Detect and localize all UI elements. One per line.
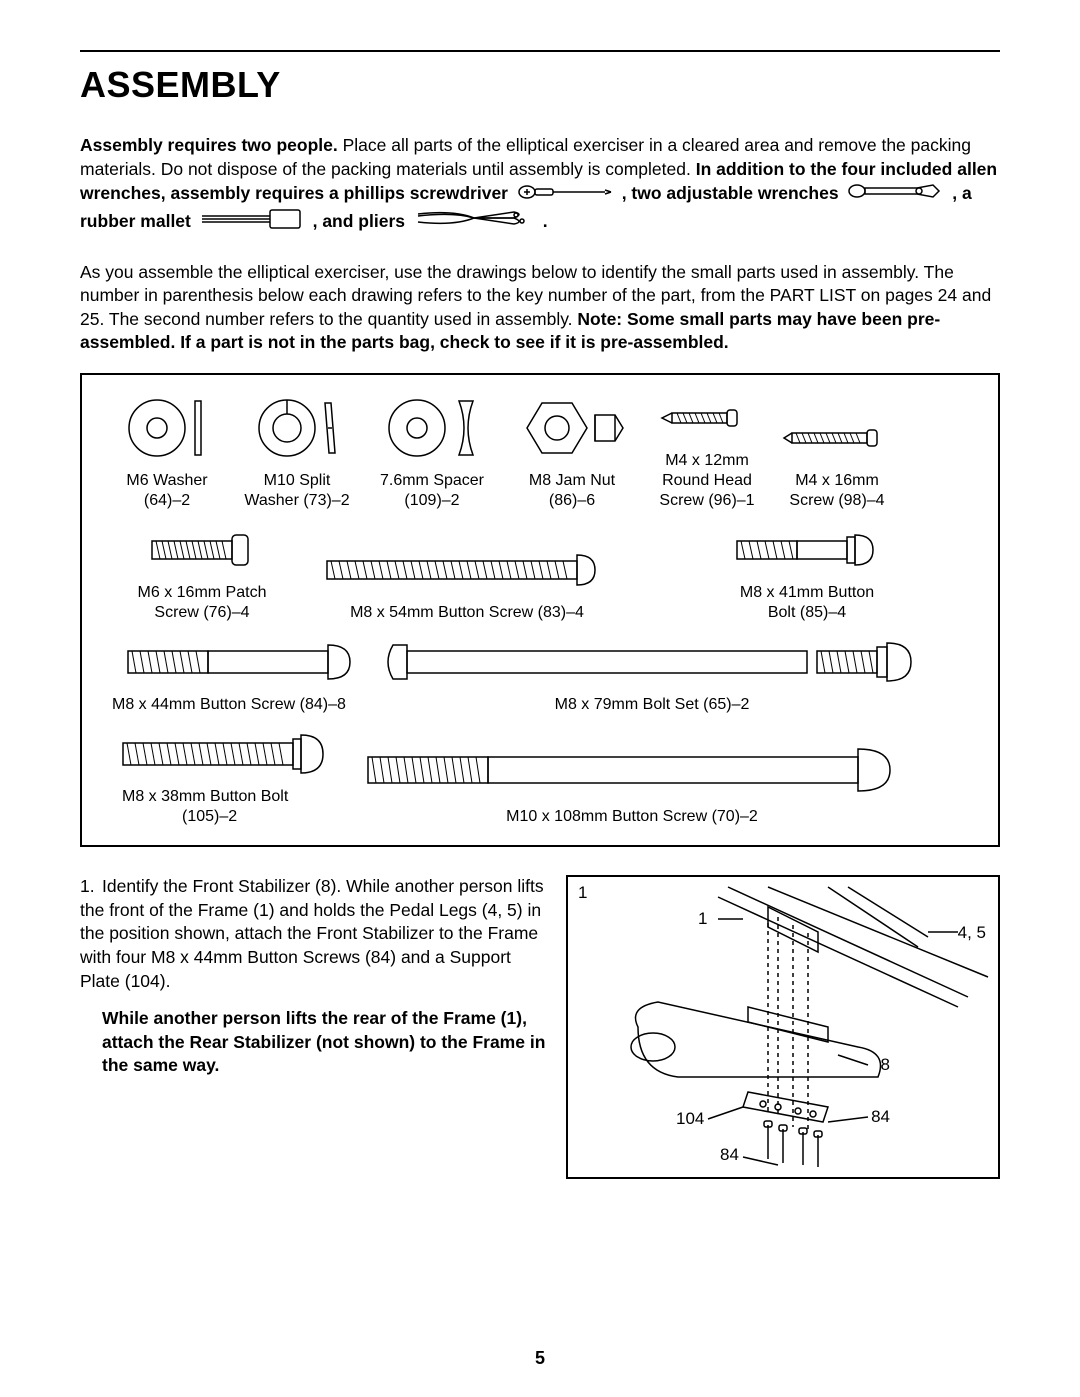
parts-row-2: M6 x 16mm Patch Screw (76)–4 M8 x 54mm B… <box>102 525 978 623</box>
part-label: M4 x 12mm <box>642 451 772 471</box>
step-number: 1. <box>80 875 102 899</box>
part-label: (86)–6 <box>502 491 642 511</box>
parts-row-4: M8 x 38mm Button Bolt (105)–2 M10 x 108m… <box>102 729 978 827</box>
fig-corner-number: 1 <box>578 883 587 903</box>
part-m10-split-washer: M10 Split Washer (73)–2 <box>232 393 362 511</box>
part-label: M8 x 54mm Button Screw (83)–4 <box>302 603 632 623</box>
screwdriver-icon <box>517 183 613 207</box>
part-label: 7.6mm Spacer <box>362 471 502 491</box>
intro-lead-bold: Assembly requires two people. <box>80 135 338 155</box>
part-jam-nut: M8 Jam Nut (86)–6 <box>502 393 642 511</box>
button-bolt-38-icon <box>117 729 337 779</box>
part-m8x44: M8 x 44mm Button Screw (84)–8 <box>102 637 382 715</box>
fig-label-plate: 104 <box>676 1109 704 1129</box>
part-m10x108: M10 x 108mm Button Screw (70)–2 <box>352 743 912 827</box>
part-label: M8 Jam Nut <box>502 471 642 491</box>
note-paragraph: As you assemble the elliptical exerciser… <box>80 261 1000 356</box>
fig-label-screw-l: 84 <box>720 1145 739 1165</box>
intro-tools-5: . <box>538 211 548 231</box>
part-spacer: 7.6mm Spacer (109)–2 <box>362 393 502 511</box>
intro-paragraph: Assembly requires two people. Place all … <box>80 134 1000 237</box>
part-m4x16: M4 x 16mm Screw (98)–4 <box>772 413 902 511</box>
step-1: 1.Identify the Front Stabilizer (8). Whi… <box>80 875 1000 1179</box>
part-m6-washer: M6 Washer (64)–2 <box>102 393 232 511</box>
button-bolt-41-icon <box>727 525 887 575</box>
spacer-icon <box>377 393 487 463</box>
part-label: M6 x 16mm Patch <box>102 583 302 603</box>
screw-short-icon <box>657 393 757 443</box>
screw-short2-icon <box>782 413 892 463</box>
part-label: (64)–2 <box>102 491 232 511</box>
page: ASSEMBLY Assembly requires two people. P… <box>0 0 1080 1397</box>
part-m8x38: M8 x 38mm Button Bolt (105)–2 <box>102 729 352 827</box>
button-screw-44-icon <box>122 637 362 687</box>
step-1-figure: 1 <box>566 875 1000 1179</box>
part-label: Bolt (85)–4 <box>682 603 932 623</box>
part-m8x54: M8 x 54mm Button Screw (83)–4 <box>302 545 632 623</box>
wrench-icon <box>847 181 943 208</box>
part-m4x12: M4 x 12mm Round Head Screw (96)–1 <box>642 393 772 511</box>
part-label: (109)–2 <box>362 491 502 511</box>
button-screw-108-icon <box>362 743 902 799</box>
part-label: (105)–2 <box>182 807 352 827</box>
split-washer-icon <box>247 393 347 463</box>
bolt-set-79-icon <box>387 637 917 687</box>
mallet-icon <box>200 208 304 237</box>
parts-row-1: M6 Washer (64)–2 M10 Split Washer (73)–2… <box>102 393 978 511</box>
button-screw-54-icon <box>317 545 617 595</box>
part-label: M10 Split <box>232 471 362 491</box>
part-label: M6 Washer <box>102 471 232 491</box>
part-label: M8 x 41mm Button <box>682 583 932 603</box>
part-label: Screw (96)–1 <box>642 491 772 511</box>
step-bold-text: While another person lifts the rear of t… <box>102 1007 548 1078</box>
part-label: Washer (73)–2 <box>232 491 362 511</box>
part-label: M10 x 108mm Button Screw (70)–2 <box>352 807 912 827</box>
assembly-diagram-icon <box>568 877 994 1173</box>
top-rule <box>80 50 1000 52</box>
fig-label-frame: 1 <box>698 909 707 929</box>
part-label: M4 x 16mm <box>772 471 902 491</box>
part-label: Screw (76)–4 <box>102 603 302 623</box>
patch-screw-icon <box>132 525 272 575</box>
intro-tools-2: , two adjustable wrenches <box>617 183 844 203</box>
part-label: Screw (98)–4 <box>772 491 902 511</box>
part-m6x16-patch: M6 x 16mm Patch Screw (76)–4 <box>102 525 302 623</box>
parts-row-3: M8 x 44mm Button Screw (84)–8 M8 x 79mm … <box>102 637 978 715</box>
intro-tools-4: , and pliers <box>308 211 410 231</box>
nut-icon <box>517 393 627 463</box>
page-title: ASSEMBLY <box>80 64 1000 106</box>
fig-label-legs: 4, 5 <box>958 923 986 943</box>
page-number: 5 <box>0 1348 1080 1369</box>
pliers-icon <box>414 208 534 237</box>
part-label: Round Head <box>642 471 772 491</box>
part-label: M8 x 38mm Button Bolt <box>122 787 352 807</box>
step-body-text: Identify the Front Stabilizer (8). While… <box>80 876 544 991</box>
part-label: M8 x 79mm Bolt Set (65)–2 <box>382 695 922 715</box>
step-1-text: 1.Identify the Front Stabilizer (8). Whi… <box>80 875 548 1179</box>
washer-icon <box>117 393 217 463</box>
part-m8x41: M8 x 41mm Button Bolt (85)–4 <box>682 525 932 623</box>
fig-label-stab: 8 <box>881 1055 890 1075</box>
parts-box: M6 Washer (64)–2 M10 Split Washer (73)–2… <box>80 373 1000 847</box>
part-m8x79: M8 x 79mm Bolt Set (65)–2 <box>382 637 922 715</box>
part-label: M8 x 44mm Button Screw (84)–8 <box>112 695 382 715</box>
fig-label-screw-r: 84 <box>871 1107 890 1127</box>
